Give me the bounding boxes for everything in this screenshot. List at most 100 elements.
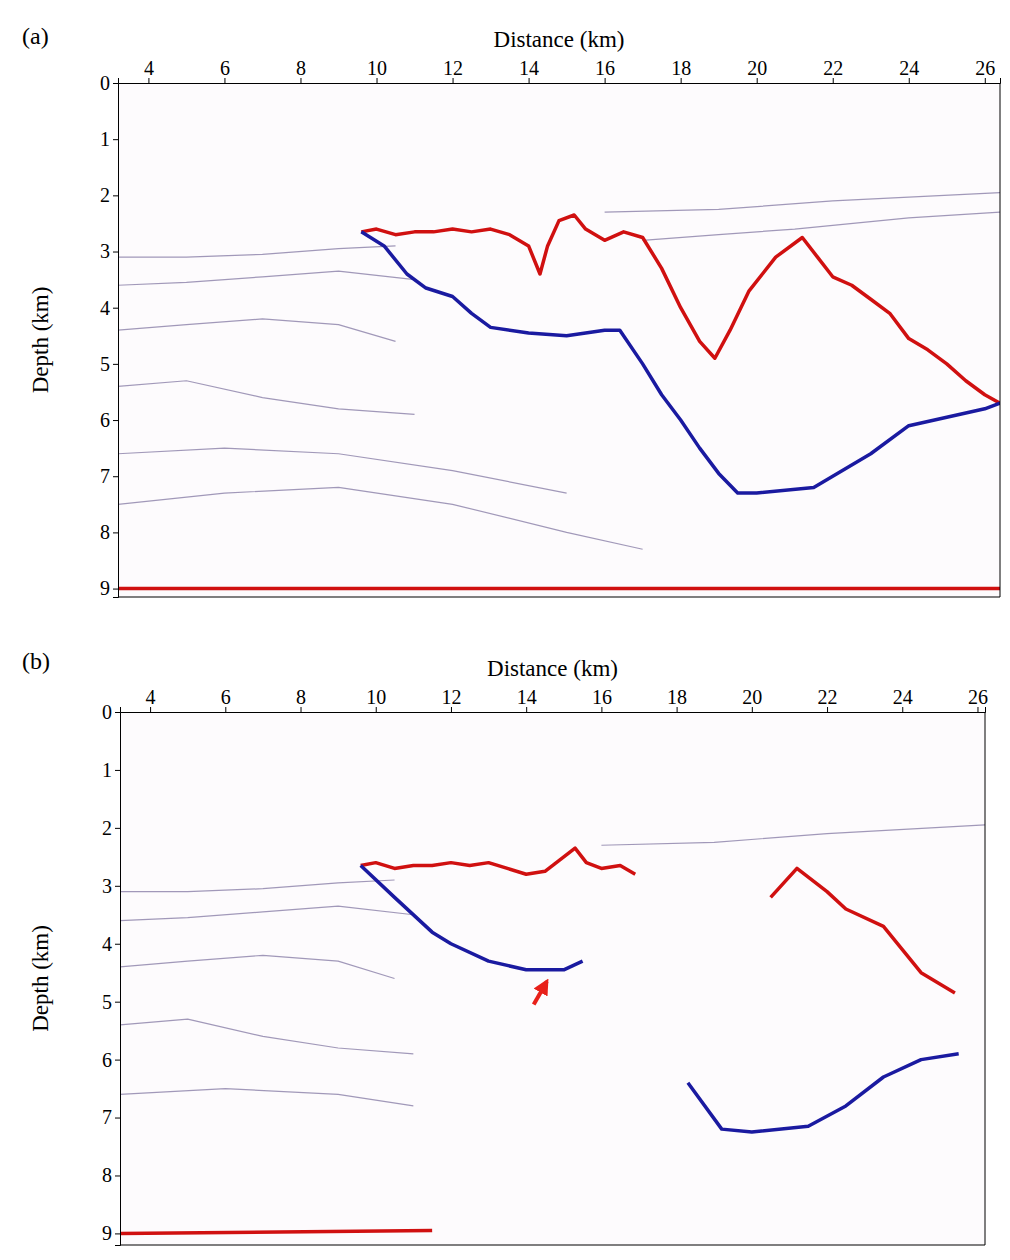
tick: 26: [975, 57, 995, 83]
tick: 24: [899, 57, 919, 83]
tick-mark: [113, 589, 118, 590]
axis-title: Depth (km): [28, 925, 53, 1032]
tick-mark: [115, 1175, 120, 1176]
tick-label: 9: [102, 1222, 112, 1244]
axis-title: Distance (km): [494, 27, 625, 52]
tick-label: 8: [296, 57, 306, 79]
reflector: [118, 587, 1000, 591]
sediment-layer: [120, 880, 395, 892]
sediment-layer: [118, 271, 415, 285]
tick: 2: [102, 817, 120, 839]
tick-label: 4: [100, 297, 110, 319]
tick-label: 4: [146, 686, 156, 708]
tick-label: 14: [517, 686, 537, 708]
tick: 4: [102, 933, 120, 955]
panel-letter: (b): [22, 648, 50, 674]
tick: 8: [100, 521, 118, 543]
tick: 6: [100, 409, 118, 431]
tick-label: 26: [968, 686, 988, 708]
tick-label: 20: [747, 57, 767, 79]
tick-mark: [113, 476, 118, 477]
plot-background: [120, 712, 985, 1245]
tick-label: 10: [367, 57, 387, 79]
reflector: [361, 848, 955, 993]
tick-label: 1: [100, 128, 110, 150]
tick-label: 5: [100, 353, 110, 375]
tick-mark: [115, 1002, 120, 1003]
tick-label: 12: [441, 686, 461, 708]
tick-label: 18: [671, 57, 691, 79]
tick-label: 18: [667, 686, 687, 708]
tick: 0: [102, 701, 120, 723]
tick: 14: [519, 57, 539, 83]
tick-mark: [113, 195, 118, 196]
tick-label: 20: [742, 686, 762, 708]
tick-label: 0: [100, 72, 110, 94]
tick: 9: [102, 1222, 120, 1244]
tick: 24: [893, 686, 913, 712]
tick-mark: [115, 828, 120, 829]
y-axis: 0 1 2 3 4 5 6 7 8 9: [102, 701, 121, 1246]
reflectors: [120, 825, 985, 1233]
tick-mark: [113, 252, 118, 253]
tick: 26: [968, 686, 988, 712]
sediment-layer: [120, 955, 395, 978]
tick-mark: [113, 364, 118, 365]
tick: 0: [100, 72, 118, 94]
tick: 5: [102, 991, 120, 1013]
axis-line: [115, 713, 121, 1246]
tick-label: 6: [102, 1049, 112, 1071]
tick-label: 4: [102, 933, 112, 955]
tick: 12: [443, 57, 463, 83]
tick: 12: [441, 686, 461, 712]
tick: 6: [221, 686, 231, 712]
tick-label: 24: [899, 57, 919, 79]
axis-title: Depth (km): [28, 287, 53, 394]
tick: 6: [220, 57, 230, 83]
axis-line: [113, 84, 119, 598]
sediment-layer: [120, 1089, 413, 1106]
tick: 3: [102, 875, 120, 897]
sediment-layer: [120, 906, 413, 920]
tick: 10: [366, 686, 386, 712]
tick-mark: [115, 944, 120, 945]
tick: 6: [102, 1049, 120, 1071]
tick-label: 16: [595, 57, 615, 79]
tick-label: 4: [144, 57, 154, 79]
sediment-layer: [118, 246, 396, 257]
frame: [1000, 83, 1001, 597]
tick: 1: [102, 759, 120, 781]
sediment-layer: [643, 212, 1000, 240]
tick: 14: [517, 686, 537, 712]
reflectors: [118, 193, 1000, 589]
tick-label: 8: [102, 1164, 112, 1186]
tick-label: 8: [100, 521, 110, 543]
tick: 4: [100, 297, 118, 319]
tick: 3: [100, 240, 118, 262]
tick-label: 14: [519, 57, 539, 79]
arrow: [534, 981, 547, 1004]
tick-label: 6: [220, 57, 230, 79]
tick-mark: [113, 308, 118, 309]
sediment-layer: [601, 825, 985, 845]
tick-label: 22: [818, 686, 838, 708]
figure: 4681012141618202224260123456789Distance …: [0, 0, 1010, 1260]
tick-mark: [113, 532, 118, 533]
tick: 10: [367, 57, 387, 83]
panel-letter: (a): [22, 23, 49, 49]
tick-label: 10: [366, 686, 386, 708]
tick: 22: [823, 57, 843, 83]
tick: 16: [592, 686, 612, 712]
reflector: [120, 1231, 432, 1234]
tick-label: 2: [100, 184, 110, 206]
tick-label: 9: [100, 577, 110, 599]
tick-label: 7: [102, 1106, 112, 1128]
tick-label: 12: [443, 57, 463, 79]
tick: 18: [671, 57, 691, 83]
sediment-layer: [118, 319, 396, 341]
tick-label: 5: [102, 991, 112, 1013]
frame: [118, 597, 1000, 598]
tick-mark: [115, 1233, 120, 1234]
frame: [985, 712, 986, 1245]
tick-label: 1: [102, 759, 112, 781]
